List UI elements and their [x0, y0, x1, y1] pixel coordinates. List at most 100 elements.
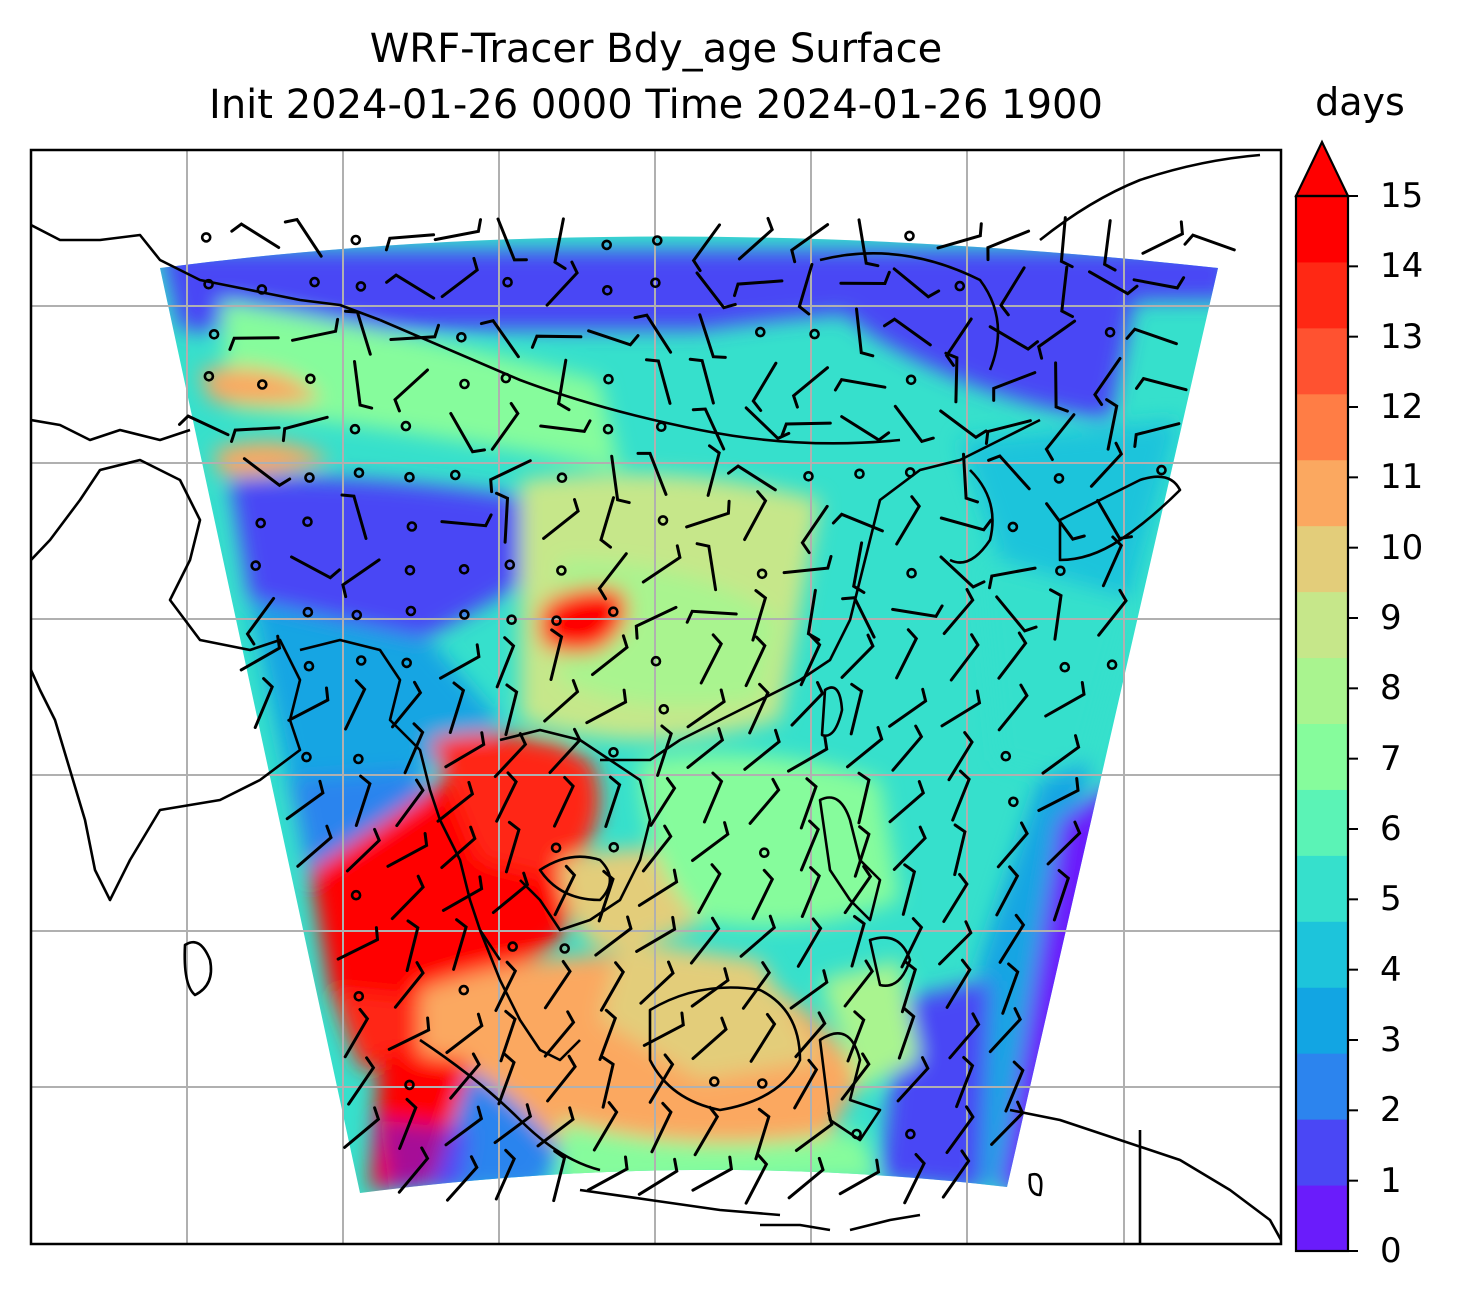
wind-barb: [806, 588, 821, 642]
wind-barb: [999, 266, 1026, 317]
colorbar-tick-label: 2: [1380, 1090, 1402, 1131]
wind-barb: [997, 683, 1029, 732]
wind-barb: [790, 681, 825, 727]
wind-barb: [597, 552, 628, 601]
wind-barb: [1088, 270, 1139, 296]
tracer-age-field: [160, 236, 1218, 1193]
wind-barb: [1101, 535, 1124, 588]
calm-marker: [904, 467, 916, 478]
calm-marker: [400, 420, 412, 432]
wind-barb: [940, 689, 982, 728]
wind-barb: [385, 273, 436, 300]
colorbar-segment: [1296, 393, 1348, 461]
colorbar: [1294, 139, 1358, 1253]
wind-barb: [340, 493, 368, 540]
colorbar-segment: [1296, 1053, 1348, 1120]
calm-marker: [905, 374, 917, 386]
wind-barb: [992, 371, 1037, 402]
colorbar-units-label: days: [1315, 80, 1405, 124]
calm-marker: [905, 1128, 916, 1140]
calm-marker: [458, 563, 470, 575]
wind-barb: [594, 915, 633, 957]
calm-marker: [758, 847, 770, 859]
colorbar-tick-label: 8: [1380, 668, 1402, 709]
wind-barb: [951, 769, 971, 822]
wind-barb: [344, 679, 367, 731]
calm-marker: [404, 471, 415, 483]
calm-marker: [353, 753, 364, 765]
wind-barb: [440, 513, 493, 528]
calm-marker: [954, 280, 966, 292]
wind-barb: [1097, 588, 1128, 637]
calm-marker: [349, 423, 361, 435]
wind-barb: [494, 1148, 516, 1201]
wind-barb: [397, 1146, 430, 1194]
calm-marker: [551, 615, 562, 627]
wind-barb: [1089, 441, 1124, 488]
wind-barb: [794, 1011, 827, 1059]
wind-barb: [341, 558, 381, 599]
wind-barb: [945, 958, 972, 1009]
wind-barb: [242, 457, 292, 488]
wind-barb: [1132, 276, 1186, 290]
wind-barb: [493, 732, 528, 778]
calm-marker: [301, 751, 312, 763]
calm-marker: [459, 609, 470, 620]
wind-barb: [290, 555, 341, 580]
calm-marker: [208, 328, 220, 340]
wind-barb: [796, 917, 823, 968]
wind-barb: [939, 409, 988, 440]
wind-barb: [857, 771, 871, 825]
wind-barb: [598, 1008, 618, 1061]
wind-barb: [846, 726, 884, 769]
wind-barb: [843, 959, 875, 1008]
wind-barb: [903, 1153, 926, 1205]
calm-marker: [608, 746, 619, 758]
wind-barb: [639, 960, 675, 1005]
wind-barb: [444, 731, 486, 769]
wind-barb: [439, 643, 481, 680]
wind-barb: [441, 875, 484, 912]
wind-barb: [403, 722, 425, 775]
wind-barb: [897, 1007, 916, 1060]
calm-marker: [449, 469, 461, 481]
wind-barb: [998, 913, 1026, 964]
wind-barb: [686, 688, 726, 729]
wind-barb: [948, 1012, 981, 1060]
wind-barb: [799, 634, 822, 687]
wind-barb: [962, 452, 979, 504]
wind-barb: [987, 454, 1031, 491]
wind-barb: [599, 961, 626, 1012]
wind-barb: [390, 874, 425, 921]
wind-barb: [939, 555, 986, 589]
wind-barb: [601, 1056, 615, 1109]
colorbar-tick-label: 6: [1380, 809, 1402, 849]
wind-barb: [1054, 361, 1069, 413]
wind-barb: [281, 415, 329, 443]
calm-marker: [504, 559, 516, 571]
wind-barb: [840, 415, 891, 442]
map-title: WRF-Tracer Bdy_age Surface: [369, 26, 943, 72]
wind-barb: [685, 609, 738, 624]
wind-barb: [748, 682, 770, 735]
calm-marker: [655, 421, 667, 433]
calm-marker: [405, 605, 417, 617]
wind-barb: [490, 402, 520, 451]
colorbar-tick-label: 0: [1380, 1231, 1402, 1271]
wind-barb: [656, 724, 673, 777]
wind-barb: [386, 832, 429, 868]
wind-barb: [495, 491, 510, 544]
calm-marker: [355, 655, 367, 666]
wind-barb: [942, 873, 969, 923]
wind-barb: [1102, 219, 1117, 272]
calm-marker: [1053, 473, 1065, 484]
wind-barb: [900, 960, 918, 1014]
calm-marker: [355, 281, 367, 292]
wind-barb: [690, 967, 730, 1008]
calm-marker: [601, 239, 613, 251]
wind-barb: [901, 863, 917, 916]
colorbar-segment: [1296, 1185, 1348, 1252]
wind-barb: [691, 1155, 734, 1192]
wind-barb: [883, 317, 932, 347]
wind-barb: [698, 313, 727, 359]
